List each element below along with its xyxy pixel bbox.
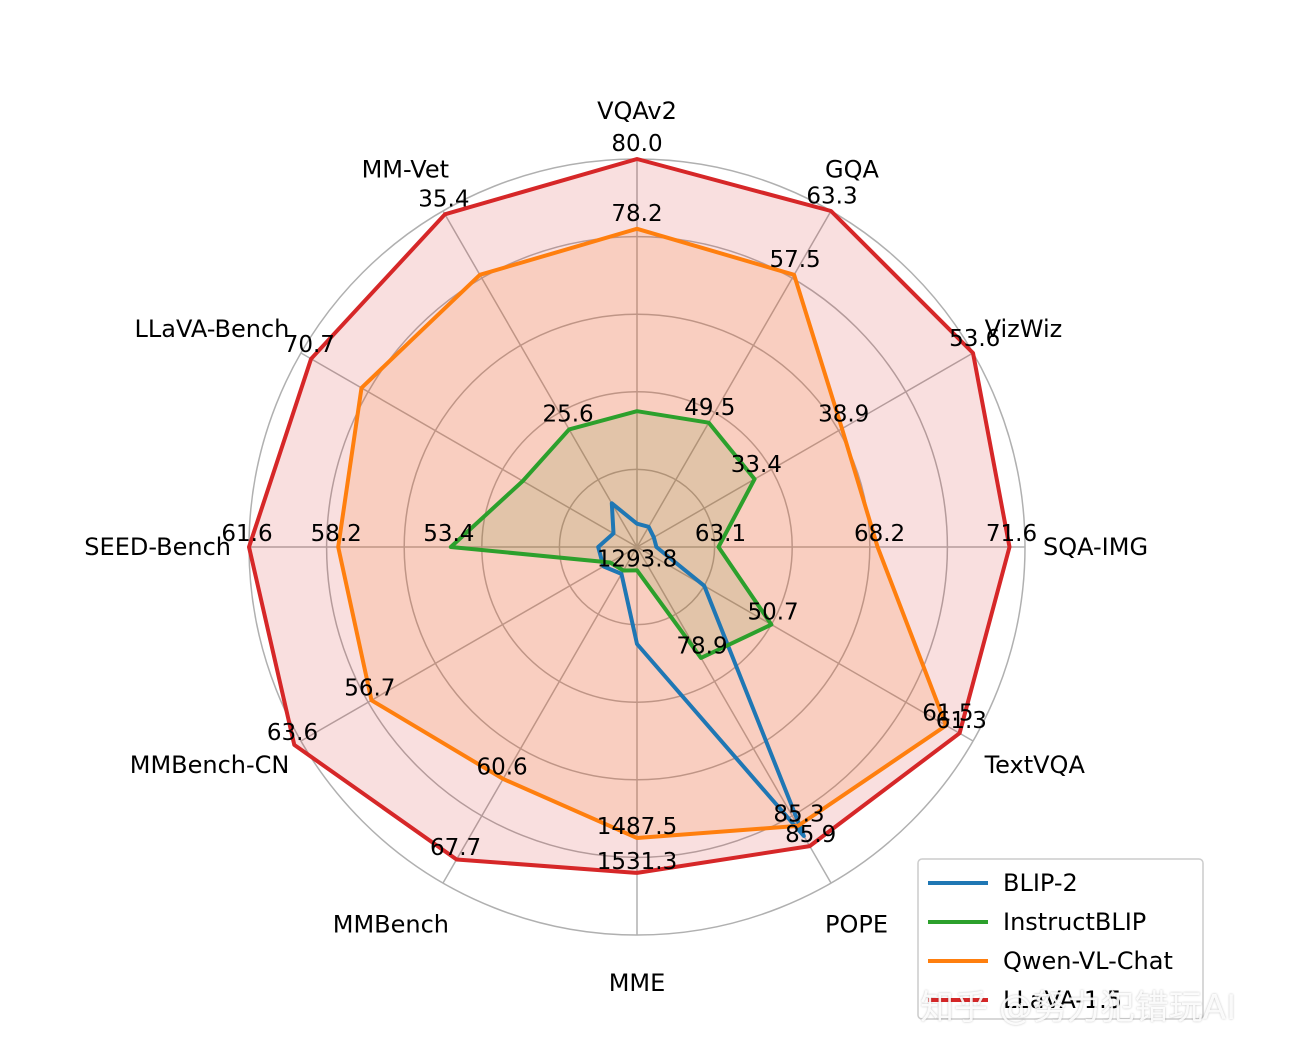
value-label-llava-1-5-3: 71.6 <box>986 521 1037 547</box>
area-qwen-vl-chat <box>338 228 947 839</box>
value-label-instructblip-3: 63.1 <box>695 521 746 547</box>
value-label-qwen-vl-chat-8: 56.7 <box>344 675 395 701</box>
value-label-llava-1-5-5: 85.9 <box>785 822 836 848</box>
value-label-instructblip-9: 53.4 <box>423 521 474 547</box>
value-label-qwen-vl-chat-4: 61.5 <box>922 701 973 727</box>
spoke-mm-vet <box>442 210 638 548</box>
value-label-instructblip-2: 33.4 <box>731 452 782 478</box>
watermark: 知乎 @努力犯错玩AI <box>920 988 1237 1028</box>
value-label-qwen-vl-chat-7: 60.6 <box>476 755 527 781</box>
axis-label-seed-bench: SEED-Bench <box>84 533 231 561</box>
spoke-vizwiz <box>636 352 974 548</box>
value-label-llava-1-5-2: 53.6 <box>949 326 1000 352</box>
value-label-instructblip-6: 1293.8 <box>597 546 677 572</box>
value-label-llava-1-5-9: 61.6 <box>221 521 272 547</box>
value-label-qwen-vl-chat-1: 57.5 <box>769 247 820 273</box>
value-label-qwen-vl-chat-3: 68.2 <box>854 521 905 547</box>
line-qwen-vl-chat <box>336 226 949 840</box>
value-label-llava-1-5-1: 63.3 <box>806 183 857 209</box>
value-label-llava-1-5-0: 80.0 <box>611 131 662 157</box>
value-label-instructblip-1: 49.5 <box>684 395 735 421</box>
axis-label-mm-vet: MM-Vet <box>362 155 449 183</box>
value-label-llava-1-5-10: 70.7 <box>284 332 335 358</box>
axis-label-vqav2: VQAv2 <box>597 97 677 125</box>
value-label-qwen-vl-chat-5: 85.3 <box>773 802 824 828</box>
legend-label-instructblip: InstructBLIP <box>1003 908 1146 936</box>
axis-label-mme: MME <box>609 969 666 997</box>
value-labels: 49.5 33.4 63.1 50.7 78.9 1293.8 53.4 25.6 78.2 57… <box>221 131 1037 875</box>
axis-label-mmbench-cn: MMBench-CN <box>130 751 290 779</box>
axis-label-pope: POPE <box>825 911 888 939</box>
axis-labels: VQAv2 GQA VizWiz SQA-IMG TextVQA POPE MME MMBen… <box>84 97 1148 997</box>
axis-label-textvqa: TextVQA <box>984 751 1086 779</box>
value-label-qwen-vl-chat-0: 78.2 <box>611 201 662 227</box>
value-label-instructblip-4: 50.7 <box>747 600 798 626</box>
axis-label-llava-bench: LLaVA-Bench <box>135 315 290 343</box>
spoke-gqa <box>636 210 832 548</box>
value-label-qwen-vl-chat-6: 1487.5 <box>597 814 677 840</box>
value-label-llava-1-5-7: 67.7 <box>430 835 481 861</box>
axis-label-vizwiz: VizWiz <box>985 315 1063 343</box>
legend-label-llava-1-5: LLaVA-1.5 <box>1003 986 1122 1014</box>
axis-label-mmbench: MMBench <box>333 911 449 939</box>
value-label-llava-1-5-6: 1531.3 <box>597 849 677 875</box>
spoke-llava-bench <box>300 352 638 548</box>
legend: BLIP-2 InstructBLIP Qwen-VL-Chat LLaVA-1.5 <box>917 858 1204 1020</box>
legend-frame <box>917 858 1204 1020</box>
line-instructblip <box>448 409 774 660</box>
axis-label-sqa-img: SQA-IMG <box>1043 533 1148 561</box>
series-lines <box>247 157 1012 875</box>
spoke-mmbench <box>442 546 638 884</box>
axis-label-gqa: GQA <box>825 155 879 183</box>
spoke-mmbench-cn <box>300 546 638 742</box>
value-label-llava-1-5-8: 63.6 <box>267 720 318 746</box>
value-label-instructblip-5: 78.9 <box>676 634 727 660</box>
line-llava-1-5 <box>247 157 1012 875</box>
value-label-qwen-vl-chat-2: 38.9 <box>818 402 869 428</box>
value-label-instructblip-11: 25.6 <box>542 402 593 428</box>
value-label-llava-1-5-11: 35.4 <box>418 187 469 213</box>
line-blip-2 <box>596 501 806 838</box>
value-label-llava-1-5-4: 61.3 <box>936 708 987 734</box>
legend-label-qwen-vl-chat: Qwen-VL-Chat <box>1003 947 1173 975</box>
value-label-qwen-vl-chat-9: 58.2 <box>311 521 362 547</box>
spoke-textvqa <box>636 546 974 742</box>
legend-label-blip-2: BLIP-2 <box>1003 869 1078 897</box>
